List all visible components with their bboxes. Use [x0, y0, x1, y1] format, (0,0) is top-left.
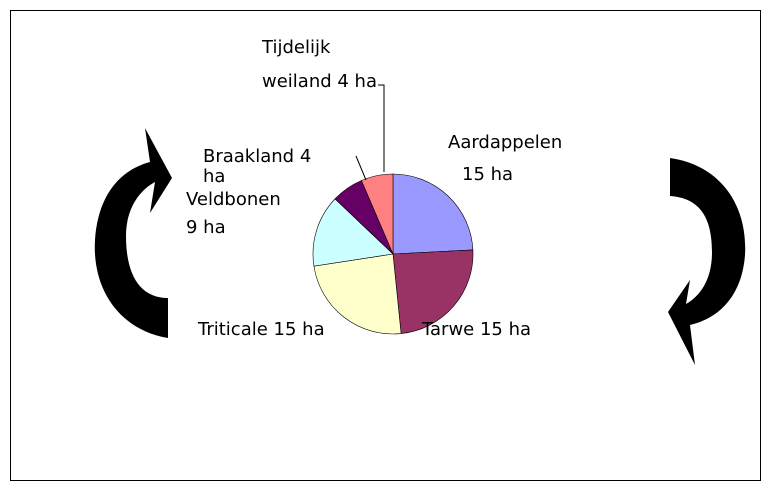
data-label: Triticale 15 ha	[197, 319, 325, 340]
data-label: weiland 4 ha	[262, 71, 377, 92]
data-label: ha	[203, 166, 225, 187]
pie-slice	[392, 173, 474, 255]
pie	[312, 173, 474, 335]
data-label: Veldbonen	[186, 189, 281, 210]
data-label: Braakland 4	[203, 146, 311, 167]
pie-slice	[392, 249, 474, 334]
pie-slice	[313, 253, 402, 335]
leader-line	[355, 155, 367, 181]
leader-line	[378, 84, 385, 172]
labels: Aardappelen 15 ha Tarwe 15 ha Triticale 15 …	[186, 37, 562, 340]
pie-slice	[361, 173, 394, 255]
data-label: Aardappelen	[448, 132, 562, 153]
data-label: 9 ha	[186, 217, 226, 238]
cycle-arrow-left	[94, 128, 172, 338]
pie-slice	[312, 198, 394, 267]
data-label: 15 ha	[462, 164, 513, 185]
data-label: Tijdelijk	[261, 37, 331, 58]
frame	[10, 10, 761, 481]
cycle-arrow-right	[668, 158, 746, 365]
data-label: Tarwe 15 ha	[421, 319, 531, 340]
